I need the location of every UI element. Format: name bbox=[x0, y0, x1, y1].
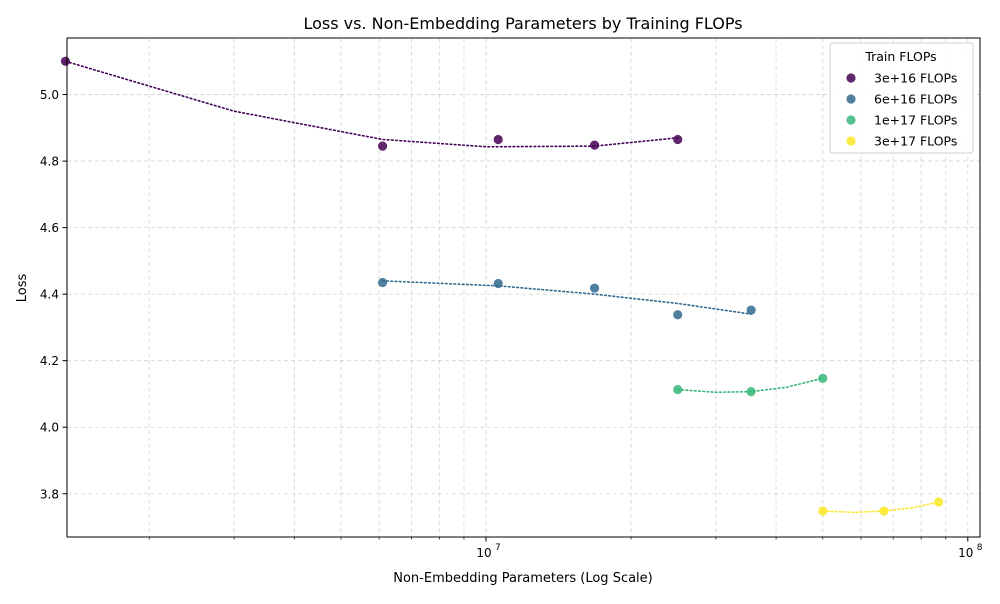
y-tick-label: 5.0 bbox=[40, 88, 59, 102]
plot-frame bbox=[66, 37, 981, 538]
legend-marker bbox=[846, 73, 856, 83]
fit-lines bbox=[64, 60, 940, 514]
x-tick-exponent: 8 bbox=[977, 543, 983, 553]
legend-marker bbox=[846, 115, 856, 125]
fit-line-series-3 bbox=[821, 501, 940, 514]
legend-label: 6e+16 FLOPs bbox=[874, 92, 957, 107]
data-point-series-3 bbox=[879, 506, 889, 516]
legend: Train FLOPs 3e+16 FLOPs 6e+16 FLOPs 1e+17 … bbox=[829, 42, 974, 154]
y-tick-label: 4.0 bbox=[40, 421, 59, 435]
y-tick-label: 4.2 bbox=[40, 354, 59, 368]
data-point-series-0 bbox=[673, 134, 683, 145]
y-tick-label: 4.8 bbox=[40, 155, 59, 169]
chart-title: Loss vs. Non-Embedding Parameters by Tra… bbox=[303, 14, 742, 33]
legend-title: Train FLOPs bbox=[864, 49, 936, 64]
data-point-series-1 bbox=[746, 305, 756, 315]
legend-box bbox=[829, 42, 974, 154]
legend-marker bbox=[846, 94, 856, 104]
data-point-series-0 bbox=[589, 140, 600, 150]
grid-layer bbox=[67, 38, 980, 537]
data-point-series-1 bbox=[493, 278, 503, 289]
legend-label: 1e+17 FLOPs bbox=[874, 113, 957, 128]
legend-marker bbox=[846, 136, 856, 146]
fit-line-series-1 bbox=[381, 280, 752, 315]
data-point-series-0 bbox=[377, 141, 388, 151]
data-point-series-2 bbox=[818, 373, 828, 383]
fit-line-series-0 bbox=[64, 60, 679, 148]
x-axis-label: Non-Embedding Parameters (Log Scale) bbox=[393, 571, 653, 586]
data-points bbox=[60, 56, 944, 516]
data-point-series-1 bbox=[673, 310, 683, 320]
data-point-series-1 bbox=[589, 283, 600, 293]
legend-label: 3e+17 FLOPs bbox=[874, 134, 957, 149]
data-point-series-2 bbox=[673, 385, 683, 395]
data-point-series-0 bbox=[60, 56, 71, 66]
axes: 10 7 10 8 3.8 4.0 4.2 4.4 4.6 4.8 5.0 bbox=[40, 37, 983, 560]
y-tick-label: 3.8 bbox=[40, 487, 59, 501]
data-point-series-3 bbox=[934, 497, 944, 507]
y-tick-label: 4.6 bbox=[40, 221, 59, 235]
y-tick-label: 4.4 bbox=[40, 288, 59, 302]
data-point-series-1 bbox=[377, 277, 388, 288]
legend-label: 3e+16 FLOPs bbox=[874, 71, 957, 86]
y-axis-label: Loss bbox=[15, 274, 30, 303]
x-tick-label: 10 bbox=[476, 546, 491, 560]
data-point-series-3 bbox=[818, 506, 828, 516]
legend-entries: 3e+16 FLOPs 6e+16 FLOPs 1e+17 FLOPs 3e+17 F… bbox=[846, 71, 957, 149]
x-tick-exponent: 7 bbox=[495, 543, 501, 553]
data-point-series-0 bbox=[493, 134, 503, 145]
data-point-series-2 bbox=[746, 387, 756, 397]
x-tick-label: 10 bbox=[958, 546, 973, 560]
